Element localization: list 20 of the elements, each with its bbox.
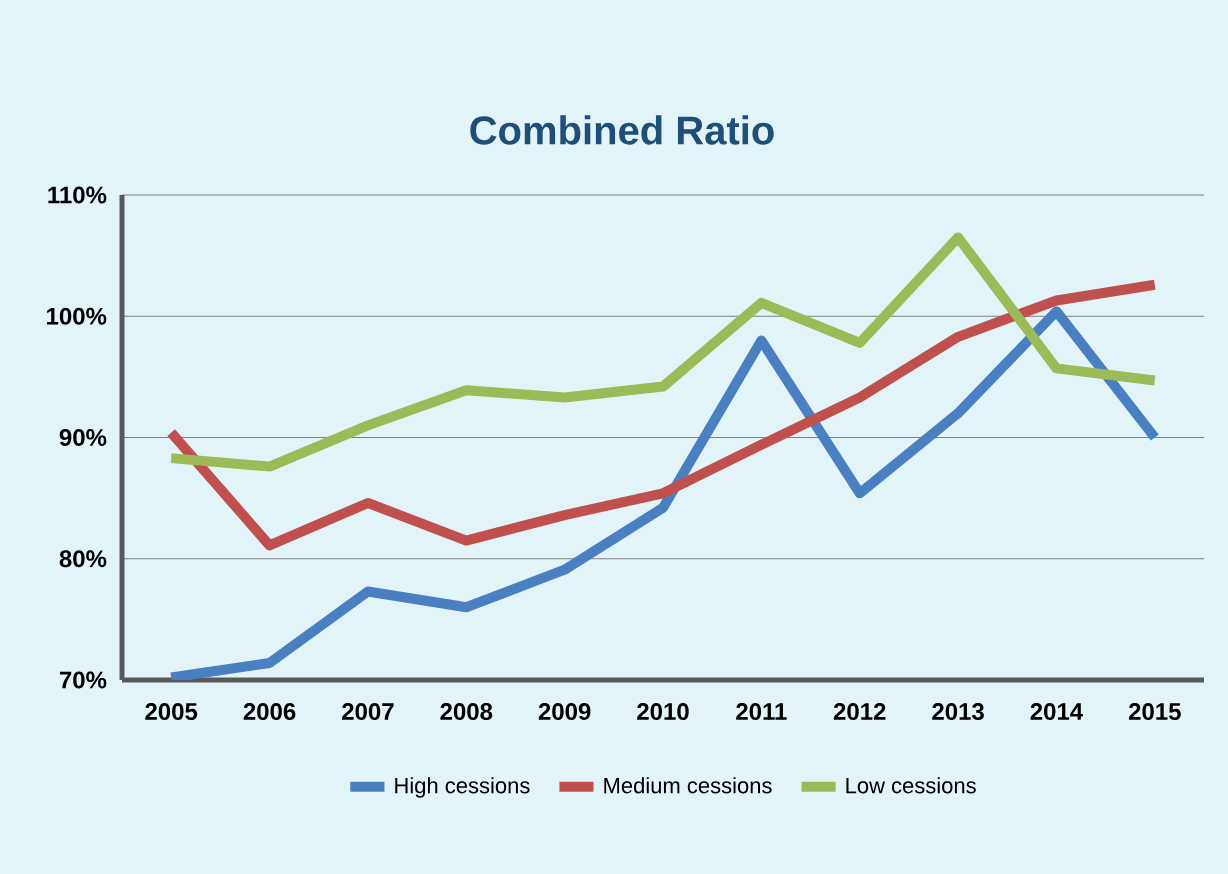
legend-label: High cessions (395, 777, 530, 798)
x-tick-label: 2013 (932, 703, 984, 721)
x-tick-label: 2012 (833, 703, 886, 721)
chart-title: Combined Ratio (470, 115, 774, 145)
y-tick-label: 80% (59, 550, 107, 568)
x-tick-label: 2006 (243, 703, 296, 721)
x-tick-label: 2005 (145, 703, 198, 721)
x-tick-label: 2009 (538, 703, 591, 721)
x-tick-label: 2007 (342, 703, 394, 721)
legend-label: Medium cessions (604, 777, 772, 794)
y-tick-label: 70% (59, 671, 107, 689)
x-tick-label: 2011 (736, 703, 787, 721)
y-tick-label: 110% (48, 186, 107, 204)
legend-label: Low cessions (846, 777, 976, 794)
y-tick-label: 90% (59, 429, 107, 446)
x-tick-label: 2008 (440, 703, 493, 721)
x-tick-label: 2015 (1128, 703, 1181, 721)
x-tick-label: 2010 (637, 703, 689, 721)
x-tick-label: 2014 (1030, 703, 1083, 721)
y-tick-label: 100% (47, 307, 107, 325)
